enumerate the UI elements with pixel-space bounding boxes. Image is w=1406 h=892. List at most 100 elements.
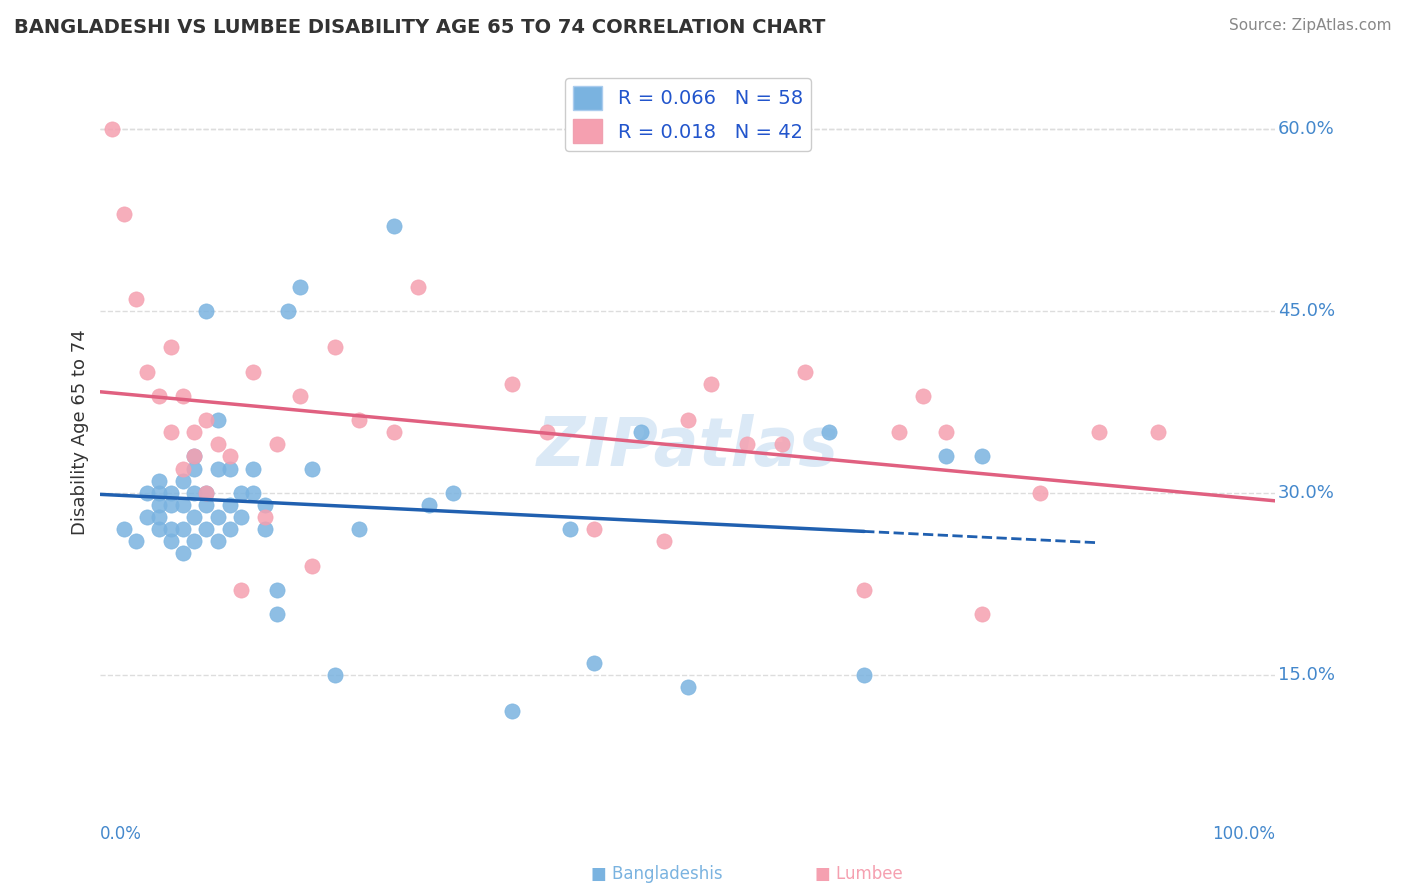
Point bbox=[172, 522, 194, 536]
Point bbox=[148, 485, 170, 500]
Text: 15.0%: 15.0% bbox=[1278, 665, 1334, 683]
Point bbox=[218, 461, 240, 475]
Point bbox=[183, 461, 205, 475]
Point bbox=[195, 485, 218, 500]
Point bbox=[700, 376, 723, 391]
Point bbox=[735, 437, 758, 451]
Point bbox=[231, 510, 253, 524]
Point bbox=[501, 704, 523, 718]
Point bbox=[582, 522, 605, 536]
Point bbox=[231, 582, 253, 597]
Point bbox=[160, 498, 183, 512]
Point bbox=[889, 425, 911, 440]
Point bbox=[911, 389, 934, 403]
Point bbox=[148, 498, 170, 512]
Text: 100.0%: 100.0% bbox=[1212, 825, 1275, 843]
Point bbox=[172, 474, 194, 488]
Point bbox=[253, 522, 276, 536]
Point bbox=[676, 413, 699, 427]
Text: ■ Bangladeshis: ■ Bangladeshis bbox=[591, 865, 723, 883]
Point bbox=[277, 304, 299, 318]
Point bbox=[794, 365, 817, 379]
Point bbox=[253, 510, 276, 524]
Point bbox=[160, 485, 183, 500]
Point bbox=[195, 522, 218, 536]
Y-axis label: Disability Age 65 to 74: Disability Age 65 to 74 bbox=[72, 329, 89, 535]
Point bbox=[218, 450, 240, 464]
Point bbox=[231, 485, 253, 500]
Point bbox=[183, 425, 205, 440]
Point bbox=[183, 485, 205, 500]
Point bbox=[207, 413, 229, 427]
Point bbox=[112, 522, 135, 536]
Text: 30.0%: 30.0% bbox=[1278, 483, 1334, 502]
Point bbox=[935, 425, 957, 440]
Point bbox=[325, 667, 347, 681]
Text: BANGLADESHI VS LUMBEE DISABILITY AGE 65 TO 74 CORRELATION CHART: BANGLADESHI VS LUMBEE DISABILITY AGE 65 … bbox=[14, 18, 825, 37]
Point bbox=[818, 425, 841, 440]
Point bbox=[382, 219, 405, 233]
Point bbox=[935, 450, 957, 464]
Point bbox=[325, 340, 347, 354]
Point bbox=[1147, 425, 1170, 440]
Point bbox=[1088, 425, 1111, 440]
Point bbox=[1029, 485, 1052, 500]
Point bbox=[242, 485, 264, 500]
Point bbox=[136, 365, 159, 379]
Point bbox=[148, 510, 170, 524]
Point bbox=[148, 474, 170, 488]
Point bbox=[266, 582, 288, 597]
Point bbox=[195, 498, 218, 512]
Point bbox=[536, 425, 558, 440]
Point bbox=[160, 340, 183, 354]
Point bbox=[207, 437, 229, 451]
Text: Source: ZipAtlas.com: Source: ZipAtlas.com bbox=[1229, 18, 1392, 33]
Point bbox=[630, 425, 652, 440]
Point bbox=[183, 450, 205, 464]
Point bbox=[242, 461, 264, 475]
Text: 45.0%: 45.0% bbox=[1278, 302, 1334, 320]
Point bbox=[195, 485, 218, 500]
Point bbox=[172, 461, 194, 475]
Point bbox=[183, 450, 205, 464]
Point bbox=[207, 461, 229, 475]
Point bbox=[136, 510, 159, 524]
Point bbox=[160, 425, 183, 440]
Point bbox=[266, 437, 288, 451]
Point bbox=[560, 522, 582, 536]
Point bbox=[195, 304, 218, 318]
Point bbox=[124, 292, 146, 306]
Point bbox=[441, 485, 464, 500]
Point bbox=[501, 376, 523, 391]
Point bbox=[160, 534, 183, 549]
Point bbox=[382, 425, 405, 440]
Point bbox=[207, 510, 229, 524]
Point bbox=[112, 207, 135, 221]
Point bbox=[183, 510, 205, 524]
Point bbox=[347, 413, 370, 427]
Point bbox=[301, 558, 323, 573]
Point bbox=[218, 498, 240, 512]
Point bbox=[242, 365, 264, 379]
Text: ZIPatlas: ZIPatlas bbox=[537, 414, 839, 480]
Point bbox=[301, 461, 323, 475]
Text: 60.0%: 60.0% bbox=[1278, 120, 1334, 138]
Point bbox=[676, 680, 699, 694]
Point bbox=[288, 389, 311, 403]
Point bbox=[288, 279, 311, 293]
Point bbox=[195, 413, 218, 427]
Point bbox=[148, 389, 170, 403]
Point bbox=[406, 279, 429, 293]
Legend: R = 0.066   N = 58, R = 0.018   N = 42: R = 0.066 N = 58, R = 0.018 N = 42 bbox=[565, 78, 811, 151]
Point bbox=[101, 122, 124, 136]
Point bbox=[970, 450, 993, 464]
Point bbox=[582, 656, 605, 670]
Point bbox=[172, 498, 194, 512]
Point bbox=[172, 546, 194, 560]
Point bbox=[218, 522, 240, 536]
Point bbox=[418, 498, 440, 512]
Text: 0.0%: 0.0% bbox=[100, 825, 142, 843]
Point bbox=[853, 582, 876, 597]
Point bbox=[183, 534, 205, 549]
Point bbox=[253, 498, 276, 512]
